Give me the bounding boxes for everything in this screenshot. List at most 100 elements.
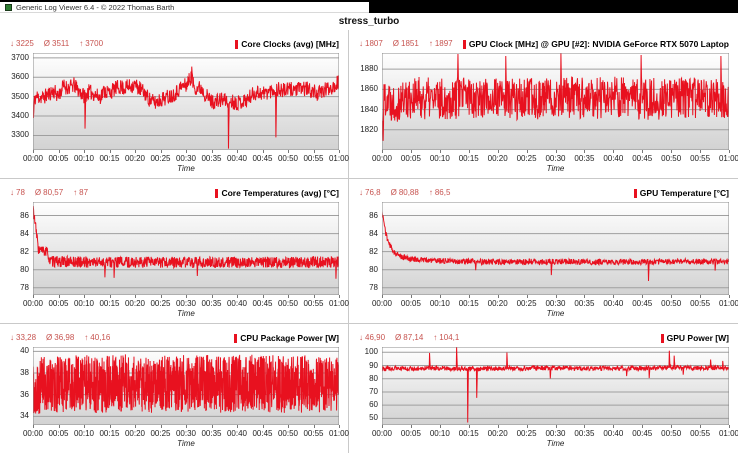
stats-row: ↓1807 Ø1851 ↑1897 bbox=[359, 39, 453, 48]
stat-max: 3700 bbox=[85, 39, 103, 48]
x-tick-label: 00:20 bbox=[488, 299, 508, 308]
app-icon[interactable] bbox=[5, 4, 12, 11]
stat-avg: 80,88 bbox=[399, 188, 419, 197]
x-tick-label: 00:30 bbox=[176, 154, 196, 163]
stat-avg: 3511 bbox=[52, 39, 69, 48]
y-tick-label: 78 bbox=[20, 284, 29, 292]
plot-area[interactable] bbox=[382, 53, 729, 150]
x-tick-label: 00:40 bbox=[603, 154, 623, 163]
min-icon: ↓ bbox=[359, 333, 363, 342]
x-tick-label: 01:00 bbox=[719, 429, 738, 438]
x-tick-label: 00:15 bbox=[99, 429, 119, 438]
x-tick-label: 00:45 bbox=[632, 429, 652, 438]
x-tick-label: 00:50 bbox=[278, 429, 298, 438]
panel-header: ↓46,90 Ø87,14 ↑104,1 GPU Power [W] bbox=[359, 333, 729, 344]
x-tick-label: 01:00 bbox=[329, 429, 349, 438]
x-tick-label: 00:05 bbox=[48, 154, 68, 163]
x-tick-label: 00:35 bbox=[201, 154, 221, 163]
x-axis-labels: 00:0000:0500:1000:1500:2000:2500:3000:35… bbox=[382, 298, 729, 308]
x-tick-label: 00:40 bbox=[603, 299, 623, 308]
plot-area[interactable] bbox=[33, 53, 339, 150]
y-tick-label: 1860 bbox=[360, 85, 378, 93]
y-tick-label: 80 bbox=[369, 266, 378, 274]
x-tick-label: 00:05 bbox=[401, 299, 421, 308]
title-marker-icon bbox=[634, 189, 637, 198]
panel-gpu-clock: ↓1807 Ø1851 ↑1897 GPU Clock [MHz] @ GPU … bbox=[349, 30, 738, 179]
y-axis-labels: 5060708090100 bbox=[355, 347, 382, 425]
chart-cpu-package-power: 3436384000:0000:0500:1000:1500:2000:2500… bbox=[6, 347, 339, 448]
x-tick-label: 00:15 bbox=[99, 299, 119, 308]
stat-avg: 80,57 bbox=[43, 188, 63, 197]
title-marker-icon bbox=[234, 334, 237, 343]
panel-header: ↓1807 Ø1851 ↑1897 GPU Clock [MHz] @ GPU … bbox=[359, 39, 729, 50]
x-tick-label: 00:35 bbox=[574, 429, 594, 438]
chart-gpu-power: 506070809010000:0000:0500:1000:1500:2000… bbox=[355, 347, 729, 448]
x-axis-title: Time bbox=[382, 438, 729, 448]
x-tick-label: 00:20 bbox=[125, 299, 145, 308]
x-tick-label: 00:00 bbox=[23, 429, 43, 438]
min-icon: ↓ bbox=[10, 188, 14, 197]
stat-min: 1807 bbox=[365, 39, 383, 48]
x-axis-labels: 00:0000:0500:1000:1500:2000:2500:3000:35… bbox=[382, 428, 729, 438]
avg-icon: Ø bbox=[44, 39, 50, 48]
x-tick-label: 00:45 bbox=[252, 154, 272, 163]
min-icon: ↓ bbox=[359, 188, 363, 197]
title-marker-icon bbox=[463, 40, 466, 49]
x-tick-label: 00:05 bbox=[401, 154, 421, 163]
chart-title: Core Temperatures (avg) [°C] bbox=[215, 188, 339, 198]
x-tick-label: 00:10 bbox=[74, 299, 94, 308]
x-tick-label: 00:25 bbox=[150, 429, 170, 438]
y-tick-label: 90 bbox=[369, 362, 378, 370]
y-axis-labels: 34363840 bbox=[6, 347, 33, 425]
x-axis-labels: 00:0000:0500:1000:1500:2000:2500:3000:35… bbox=[33, 153, 339, 163]
x-axis-title: Time bbox=[382, 163, 729, 173]
stat-min: 46,90 bbox=[365, 333, 385, 342]
x-tick-label: 00:45 bbox=[252, 429, 272, 438]
chart-canvas bbox=[33, 202, 339, 295]
stats-row: ↓76,8 Ø80,88 ↑86,5 bbox=[359, 188, 450, 197]
y-tick-label: 84 bbox=[20, 230, 29, 238]
x-tick-label: 00:50 bbox=[278, 154, 298, 163]
max-icon: ↑ bbox=[84, 333, 88, 342]
stat-max: 1897 bbox=[435, 39, 453, 48]
x-tick-label: 00:50 bbox=[661, 299, 681, 308]
max-icon: ↑ bbox=[433, 333, 437, 342]
y-tick-label: 82 bbox=[20, 248, 29, 256]
x-tick-label: 01:00 bbox=[719, 154, 738, 163]
plot-area[interactable] bbox=[33, 202, 339, 295]
x-tick-label: 00:45 bbox=[632, 154, 652, 163]
title-marker-icon bbox=[215, 189, 218, 198]
stat-max: 86,5 bbox=[435, 188, 451, 197]
x-tick-label: 00:55 bbox=[690, 299, 710, 308]
plot-area[interactable] bbox=[33, 347, 339, 425]
x-tick-label: 00:30 bbox=[545, 429, 565, 438]
title-bar-caption: Generic Log Viewer 6.4 - © 2022 Thomas B… bbox=[0, 2, 369, 13]
avg-icon: Ø bbox=[391, 188, 397, 197]
plot-area[interactable] bbox=[382, 347, 729, 425]
x-tick-label: 00:00 bbox=[372, 429, 392, 438]
chart-title: CPU Package Power [W] bbox=[234, 333, 339, 343]
y-tick-label: 1840 bbox=[360, 106, 378, 114]
y-tick-label: 3400 bbox=[11, 112, 29, 120]
x-axis-labels: 00:0000:0500:1000:1500:2000:2500:3000:35… bbox=[382, 153, 729, 163]
stat-max: 40,16 bbox=[90, 333, 110, 342]
x-tick-label: 00:55 bbox=[303, 154, 323, 163]
y-tick-label: 80 bbox=[369, 375, 378, 383]
x-axis-title: Time bbox=[382, 308, 729, 318]
x-tick-label: 00:25 bbox=[517, 429, 537, 438]
avg-icon: Ø bbox=[46, 333, 52, 342]
x-tick-label: 00:30 bbox=[545, 154, 565, 163]
chart-core-clocks: 3300340035003600370000:0000:0500:1000:15… bbox=[6, 53, 339, 173]
x-tick-label: 00:50 bbox=[278, 299, 298, 308]
panel-gpu-temperature: ↓76,8 Ø80,88 ↑86,5 GPU Temperature [°C] … bbox=[349, 179, 738, 324]
panel-gpu-power: ↓46,90 Ø87,14 ↑104,1 GPU Power [W] 50607… bbox=[349, 324, 738, 453]
x-tick-label: 00:40 bbox=[603, 429, 623, 438]
title-bar[interactable]: Generic Log Viewer 6.4 - © 2022 Thomas B… bbox=[0, 0, 738, 13]
x-tick-label: 00:20 bbox=[488, 154, 508, 163]
plot-area[interactable] bbox=[382, 202, 729, 295]
x-tick-label: 00:35 bbox=[201, 429, 221, 438]
x-tick-label: 00:15 bbox=[459, 299, 479, 308]
x-tick-label: 00:55 bbox=[690, 154, 710, 163]
x-tick-label: 00:40 bbox=[227, 154, 247, 163]
title-marker-icon bbox=[661, 334, 664, 343]
